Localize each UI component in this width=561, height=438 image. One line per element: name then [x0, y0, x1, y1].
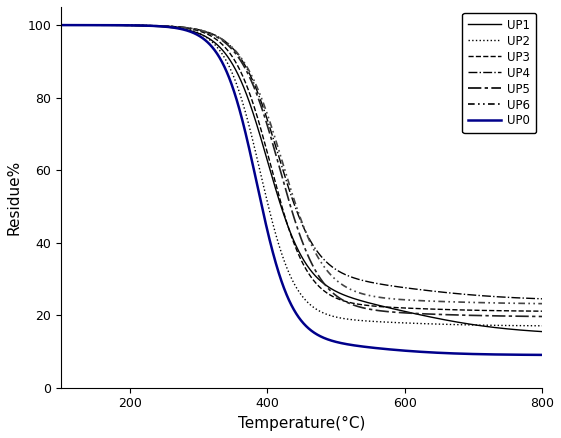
UP1 [242, 89, 249, 95]
Line: UP0: UP0 [61, 25, 542, 355]
UP0 [539, 352, 545, 357]
UP5 [477, 313, 484, 318]
UP5 [113, 23, 119, 28]
UP2 [242, 110, 249, 115]
UP0 [141, 23, 148, 28]
UP4 [242, 64, 249, 69]
UP2 [58, 22, 65, 28]
UP0 [263, 224, 270, 229]
Line: UP3: UP3 [61, 25, 542, 311]
UP5 [529, 314, 536, 319]
UP5 [242, 67, 249, 72]
UP0 [477, 352, 484, 357]
UP5 [539, 314, 545, 319]
UP1 [113, 23, 119, 28]
UP3 [539, 308, 545, 314]
UP6 [539, 301, 545, 306]
UP1 [263, 155, 270, 160]
UP4 [263, 114, 270, 120]
UP4 [477, 293, 484, 298]
Legend: UP1, UP2, UP3, UP4, UP5, UP6, UP0: UP1, UP2, UP3, UP4, UP5, UP6, UP0 [462, 13, 536, 133]
UP6 [113, 23, 119, 28]
UP1 [477, 323, 484, 328]
Line: UP5: UP5 [61, 25, 542, 317]
UP0 [529, 352, 536, 357]
UP6 [141, 23, 148, 28]
UP1 [539, 329, 545, 334]
UP4 [141, 23, 148, 28]
UP1 [529, 328, 536, 334]
UP3 [242, 80, 249, 85]
UP4 [529, 296, 536, 301]
UP3 [141, 23, 148, 28]
UP0 [113, 23, 119, 28]
UP2 [141, 23, 148, 28]
UP5 [141, 23, 148, 28]
UP2 [529, 323, 536, 328]
UP3 [113, 22, 119, 28]
Line: UP6: UP6 [61, 25, 542, 304]
UP4 [58, 22, 65, 28]
UP3 [58, 22, 65, 28]
UP5 [58, 22, 65, 28]
Line: UP4: UP4 [61, 25, 542, 299]
Line: UP1: UP1 [61, 25, 542, 332]
UP2 [263, 195, 270, 201]
UP6 [477, 300, 484, 305]
UP1 [58, 22, 65, 28]
Line: UP2: UP2 [61, 25, 542, 326]
UP1 [141, 23, 148, 28]
UP2 [113, 22, 119, 28]
UP4 [539, 296, 545, 301]
UP2 [539, 323, 545, 328]
UP3 [263, 147, 270, 152]
UP6 [242, 62, 249, 67]
UP4 [113, 23, 119, 28]
UP3 [477, 308, 484, 313]
UP2 [477, 322, 484, 328]
UP0 [242, 131, 249, 136]
UP0 [58, 22, 65, 28]
UP5 [263, 120, 270, 125]
Y-axis label: Residue%: Residue% [7, 160, 22, 235]
UP6 [529, 301, 536, 306]
UP6 [58, 22, 65, 28]
UP3 [529, 308, 536, 314]
UP6 [263, 109, 270, 114]
X-axis label: Temperature(°C): Temperature(°C) [238, 416, 365, 431]
